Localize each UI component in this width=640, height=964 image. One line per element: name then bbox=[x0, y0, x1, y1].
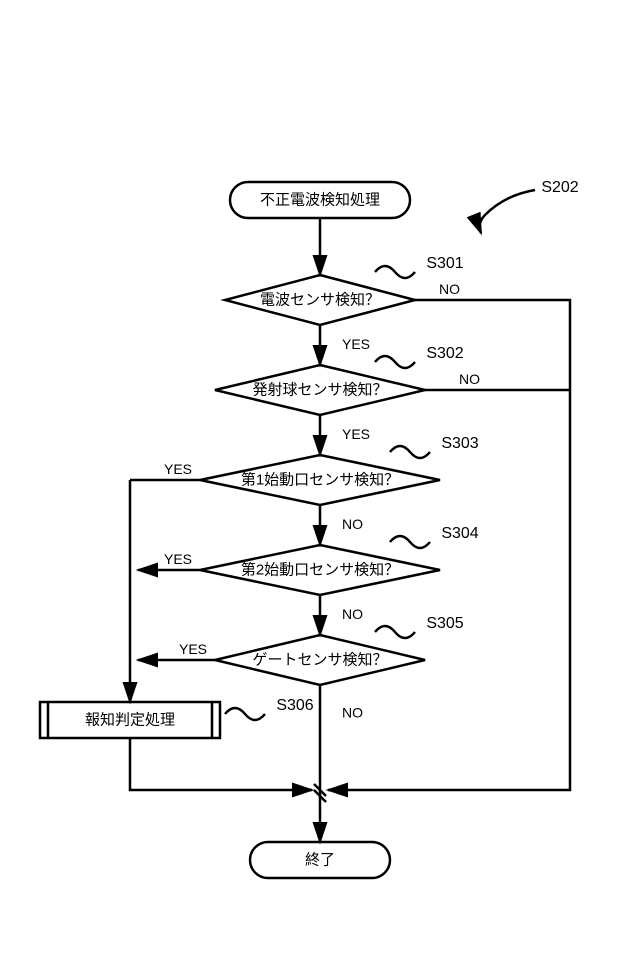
edge-label: NO bbox=[342, 606, 363, 622]
node-label: 報知判定処理 bbox=[85, 712, 175, 729]
step-ref: S301 bbox=[426, 255, 463, 272]
edge-label: YES bbox=[164, 551, 192, 567]
edge-label: YES bbox=[164, 461, 192, 477]
edge-label: YES bbox=[342, 336, 370, 352]
node-label: 終了 bbox=[305, 852, 335, 869]
step-ref: S302 bbox=[426, 345, 463, 362]
step-ref: S303 bbox=[441, 435, 478, 452]
edge-label: NO bbox=[459, 371, 480, 387]
node-label: 第1始動口センサ検知？ bbox=[241, 471, 399, 489]
node-label: ゲートセンサ検知？ bbox=[252, 652, 387, 669]
edge-label: NO bbox=[342, 705, 363, 721]
node-label: 第2始動口センサ検知？ bbox=[241, 561, 399, 579]
step-ref: S304 bbox=[441, 525, 478, 542]
node-label: 不正電波検知処理 bbox=[260, 192, 380, 209]
overall-ref: S202 bbox=[541, 179, 578, 196]
edge-label: YES bbox=[179, 641, 207, 657]
step-ref: S306 bbox=[276, 697, 313, 714]
edge-label: NO bbox=[439, 281, 460, 297]
step-ref: S305 bbox=[426, 615, 463, 632]
node-label: 発射球センサ検知？ bbox=[252, 382, 387, 399]
edge-label: NO bbox=[342, 516, 363, 532]
edge-label: YES bbox=[342, 426, 370, 442]
node-label: 電波センサ検知？ bbox=[260, 292, 380, 309]
flowchart-canvas: 不正電波検知処理電波センサ検知？ 発射球センサ検知？ 第1始動口センサ検知？ 第2始動… bbox=[0, 0, 640, 964]
